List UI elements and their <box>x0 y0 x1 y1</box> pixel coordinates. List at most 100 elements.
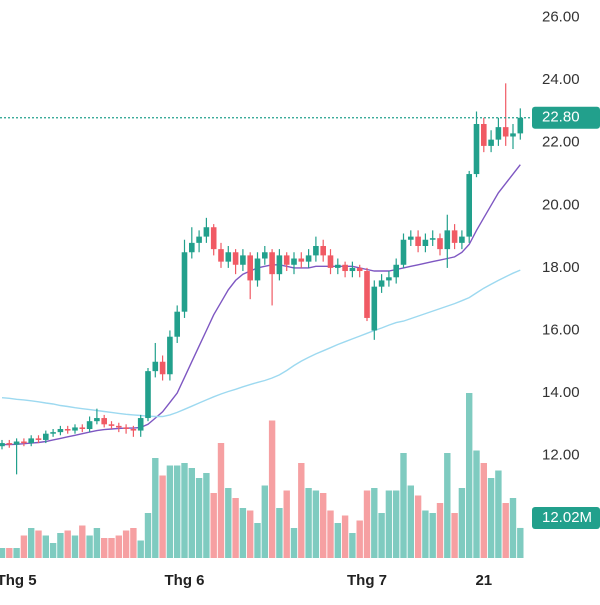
volume-bar <box>393 490 400 558</box>
candle-body <box>481 124 487 146</box>
candle-body <box>145 371 151 419</box>
y-tick-label: 26.00 <box>542 9 580 26</box>
candle-body <box>451 230 458 243</box>
candle-body <box>130 429 137 431</box>
volume-bar <box>247 510 254 558</box>
candle-body <box>437 238 443 250</box>
volume-bar <box>400 453 407 558</box>
candle-body <box>247 255 253 281</box>
candle-body <box>79 427 86 429</box>
volume-bar <box>144 513 152 558</box>
last-price-label: 22.80 <box>542 109 580 126</box>
candle-body <box>262 252 268 259</box>
volume-bar <box>122 530 130 558</box>
candle-body <box>291 258 297 265</box>
volume-bar <box>334 523 341 558</box>
x-tick-label: Thg 5 <box>0 572 37 589</box>
candle-body <box>232 252 239 265</box>
candle-body <box>0 443 5 447</box>
candle-body <box>196 236 202 243</box>
volume-bar <box>93 528 101 558</box>
candle-body <box>72 427 78 431</box>
volume-bar <box>502 503 509 558</box>
volume-bar <box>210 493 217 558</box>
candle-body <box>167 336 173 375</box>
y-tick-label: 24.00 <box>542 71 580 88</box>
candle-body <box>393 264 399 278</box>
volume-bar <box>305 488 312 558</box>
volume-bar <box>444 453 451 558</box>
candle-body <box>210 227 217 250</box>
volume-bar <box>42 535 49 558</box>
candle-body <box>502 127 509 137</box>
candle-body <box>459 236 465 243</box>
volume-bar <box>466 393 473 558</box>
candle-body <box>50 432 56 434</box>
candle-body <box>94 418 100 422</box>
volume-bar <box>320 493 327 558</box>
last-price-box <box>532 106 600 129</box>
candle-body <box>13 441 20 445</box>
candle-body <box>28 438 34 444</box>
candle-body <box>415 236 421 246</box>
volume-bar <box>64 530 71 558</box>
volume-bar <box>225 488 232 558</box>
candle-body <box>327 255 334 268</box>
y-tick-label: 12.00 <box>542 447 580 464</box>
moving-average-line <box>1 269 521 418</box>
candle-body <box>408 236 414 240</box>
volume-bar <box>495 470 502 558</box>
volume-bar <box>458 488 466 558</box>
volume-bar <box>436 503 444 558</box>
y-tick-label: 18.00 <box>542 259 580 276</box>
volume-bar <box>349 533 356 558</box>
volume-bar <box>473 450 480 558</box>
candle-body <box>386 277 392 281</box>
volume-bar <box>71 535 79 558</box>
y-tick-label: 20.00 <box>542 196 580 213</box>
x-tick-label: Thg 6 <box>165 572 205 589</box>
volume-bar <box>49 543 57 558</box>
candle-body <box>313 246 319 256</box>
candle-body <box>378 280 385 287</box>
candle-body <box>181 252 188 312</box>
candle-body <box>517 117 524 134</box>
candle-body <box>269 252 275 275</box>
candle-body <box>305 255 312 262</box>
candle-body <box>57 429 64 433</box>
candle-body <box>86 421 93 429</box>
candle-body <box>43 433 49 440</box>
volume-bar <box>371 488 378 558</box>
candle-body <box>123 427 129 429</box>
candle-body <box>488 139 494 146</box>
volume-bar <box>451 513 458 558</box>
candle-body <box>422 239 429 246</box>
volume-bar <box>159 475 166 558</box>
last-volume-label: 12.02M <box>542 509 592 526</box>
candle-body <box>466 174 472 237</box>
candle-body <box>21 441 27 444</box>
candle-body <box>64 429 71 431</box>
volume-bar <box>414 495 422 558</box>
x-tick-label: 21 <box>475 572 492 589</box>
last-volume-box <box>532 506 600 529</box>
volume-bar <box>509 498 517 558</box>
candle-body <box>349 267 356 272</box>
volume-bar <box>517 527 524 558</box>
moving-average-line <box>2 164 521 446</box>
candle-body <box>371 286 378 331</box>
candle-body <box>276 255 283 275</box>
candle-body <box>108 424 115 426</box>
candle-body <box>174 311 180 337</box>
volume-bar <box>152 458 159 558</box>
candle-body <box>444 230 451 250</box>
volume-bar <box>480 463 487 558</box>
volume-bar <box>115 535 122 558</box>
volume-bar <box>407 485 414 558</box>
volume-bar <box>35 530 42 558</box>
volume-bar <box>57 533 64 558</box>
volume-bar <box>327 510 334 558</box>
volume-bar <box>341 515 349 558</box>
volume-bar <box>239 508 247 558</box>
volume-bar <box>28 528 35 558</box>
